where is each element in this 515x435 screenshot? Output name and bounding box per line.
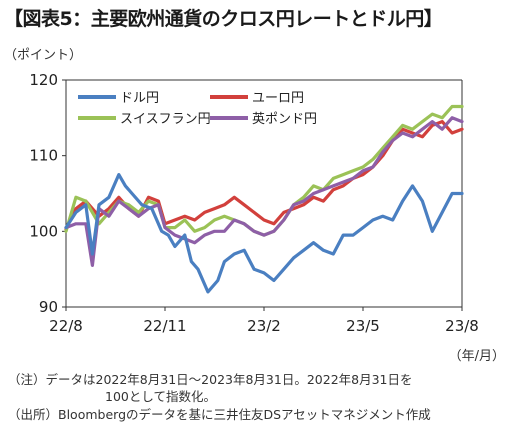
footnote-1: （注）データは2022年8月31日〜2023年8月31日。2022年8月31日を (8, 372, 413, 387)
source-note: （出所）Bloombergのデータを基に三井住友DSアセットマネジメント作成 (8, 407, 431, 422)
y-tick-label: 120 (29, 71, 58, 89)
legend-label: ドル円 (120, 91, 159, 106)
legend-label: 英ポンド円 (252, 112, 317, 127)
series-line-1 (64, 120, 464, 231)
footnote-2: 100として指数化。 (105, 389, 216, 404)
chart-axes: 90 100 110 120 22/8 22/11 23/2 23/5 23/8 (29, 71, 478, 335)
chart-title: 【図表5：主要欧州通貨のクロス円レートとドル円】 (4, 8, 443, 30)
chart-series-lines (64, 104, 464, 294)
y-tick-label: 110 (29, 147, 58, 165)
x-tick-label: 23/5 (346, 317, 380, 335)
legend-label: スイスフラン円 (120, 112, 211, 127)
y-axis-unit-label: （ポイント） (4, 48, 83, 63)
x-tick-label: 23/8 (445, 317, 479, 335)
x-tick-label: 22/11 (143, 317, 186, 335)
legend-label: ユーロ円 (252, 91, 304, 106)
y-tick-label: 90 (39, 298, 58, 316)
series-line-3 (64, 116, 464, 267)
x-axis-unit-label: （年/月） (448, 349, 505, 364)
x-tick-label: 22/8 (49, 317, 83, 335)
x-tick-label: 23/2 (247, 317, 281, 335)
y-tick-label: 100 (29, 222, 58, 240)
series-line-0 (64, 173, 464, 294)
